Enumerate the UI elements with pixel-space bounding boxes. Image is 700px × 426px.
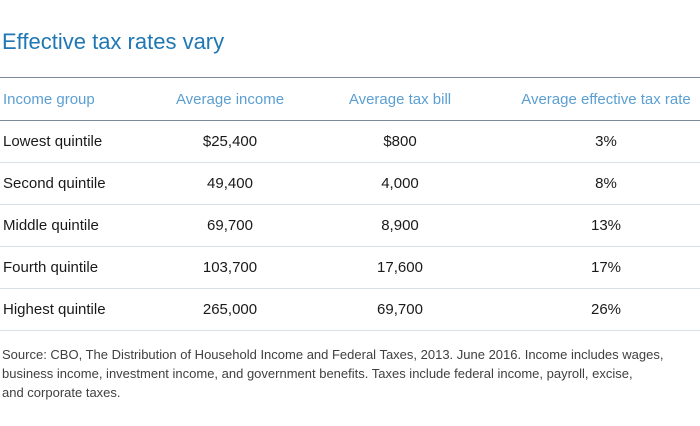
cell-income-group: Second quintile (0, 162, 172, 205)
column-header-income-group: Income group (0, 77, 172, 121)
cell-effective-tax-rate: 26% (512, 288, 700, 331)
table-row: Fourth quintile 103,700 17,600 17% (0, 246, 700, 289)
table-row: Middle quintile 69,700 8,900 13% (0, 204, 700, 247)
column-header-average-effective-tax-rate: Average effective tax rate (512, 77, 700, 121)
cell-average-income: 69,700 (172, 204, 288, 247)
table-header-row: Income group Average income Average tax … (0, 77, 700, 121)
cell-income-group: Middle quintile (0, 204, 172, 247)
tax-rates-table: Income group Average income Average tax … (0, 77, 700, 331)
source-note: Source: CBO, The Distribution of Househo… (2, 345, 700, 402)
cell-average-tax-bill: 4,000 (288, 162, 512, 205)
cell-income-group: Lowest quintile (0, 120, 172, 163)
table-row: Highest quintile 265,000 69,700 26% (0, 288, 700, 331)
cell-income-group: Highest quintile (0, 288, 172, 331)
column-header-average-income: Average income (172, 77, 288, 121)
source-note-line: and corporate taxes. (2, 385, 121, 400)
cell-average-tax-bill: $800 (288, 120, 512, 163)
cell-average-tax-bill: 69,700 (288, 288, 512, 331)
cell-average-income: $25,400 (172, 120, 288, 163)
cell-effective-tax-rate: 13% (512, 204, 700, 247)
page-title: Effective tax rates vary (2, 29, 225, 54)
table-row: Lowest quintile $25,400 $800 3% (0, 120, 700, 163)
cell-average-income: 265,000 (172, 288, 288, 331)
source-note-line: Source: CBO, The Distribution of Househo… (2, 347, 664, 362)
cell-effective-tax-rate: 8% (512, 162, 700, 205)
cell-average-tax-bill: 17,600 (288, 246, 512, 289)
cell-effective-tax-rate: 3% (512, 120, 700, 163)
cell-effective-tax-rate: 17% (512, 246, 700, 289)
cell-income-group: Fourth quintile (0, 246, 172, 289)
source-note-line: business income, investment income, and … (2, 366, 633, 381)
table-row: Second quintile 49,400 4,000 8% (0, 162, 700, 205)
column-header-average-tax-bill: Average tax bill (288, 77, 512, 121)
cell-average-income: 49,400 (172, 162, 288, 205)
cell-average-income: 103,700 (172, 246, 288, 289)
cell-average-tax-bill: 8,900 (288, 204, 512, 247)
